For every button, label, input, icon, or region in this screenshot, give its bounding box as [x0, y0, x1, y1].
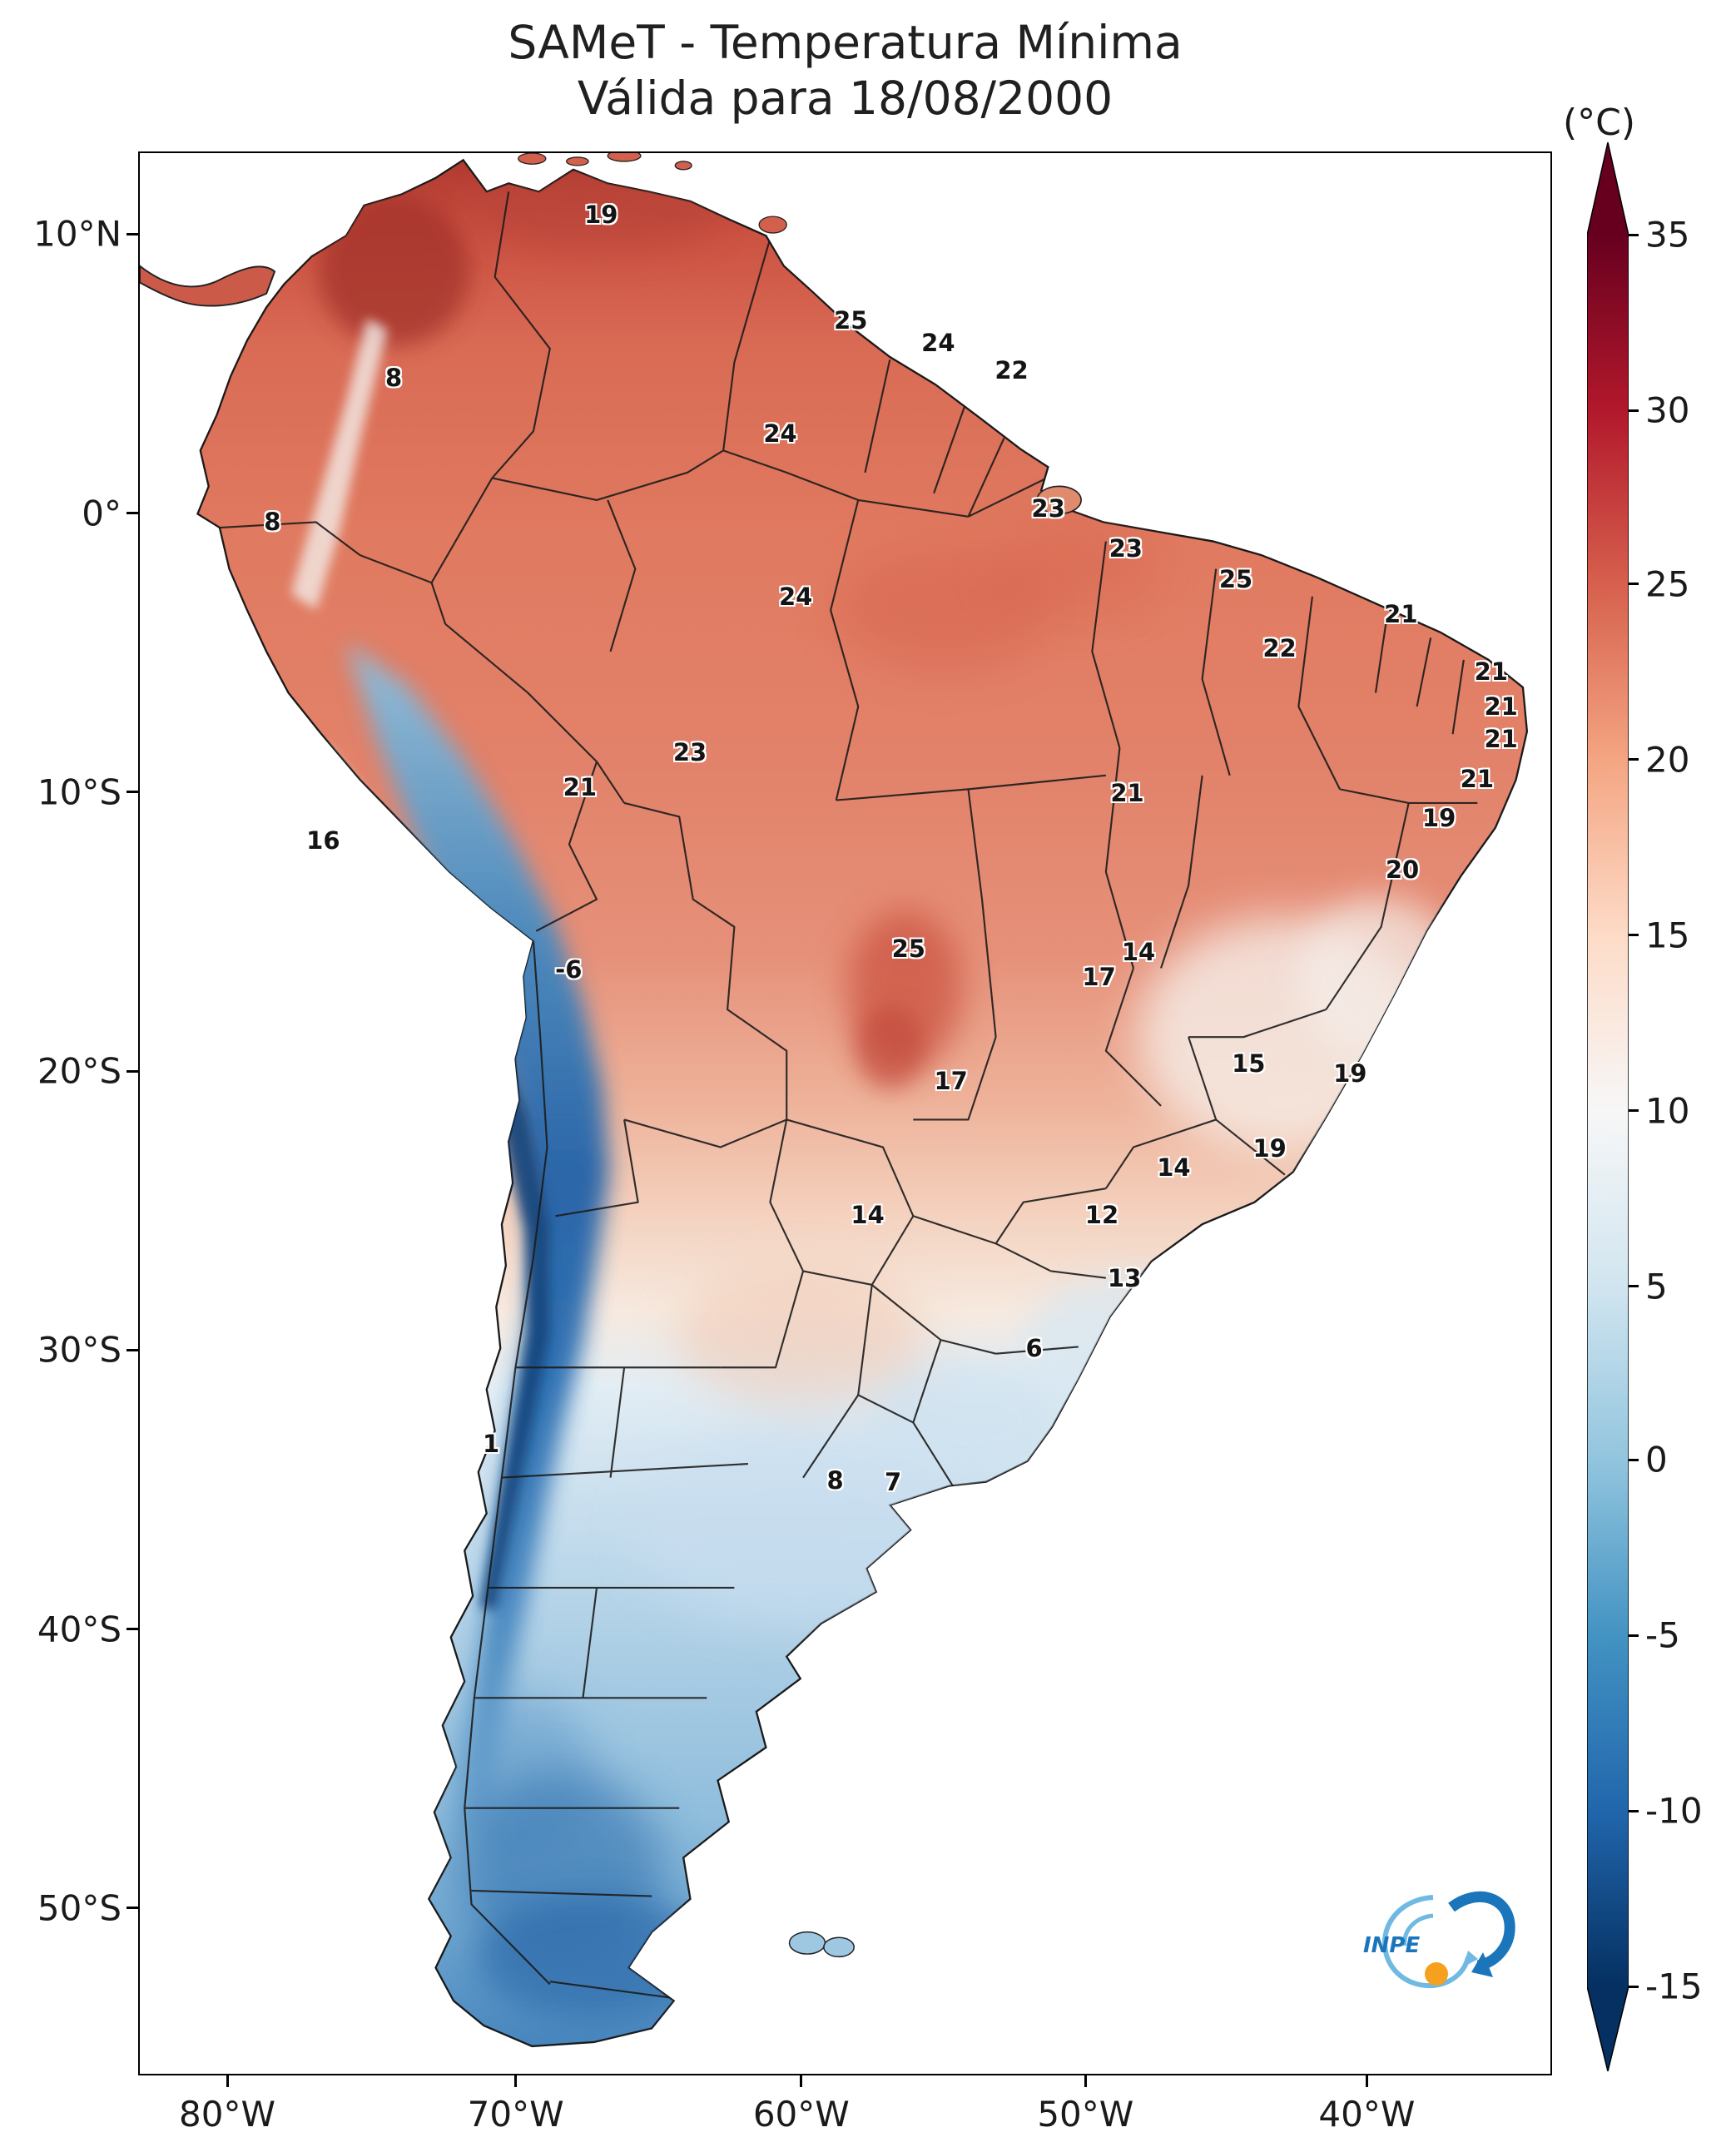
latitude-tick-mark — [126, 1907, 138, 1910]
marajo-island — [1036, 485, 1082, 515]
political-boundaries — [219, 191, 1478, 2000]
colorbar-tick-mark — [1629, 1285, 1639, 1288]
colorbar-tick-mark — [1629, 758, 1639, 761]
logo-text: INPE — [1363, 1933, 1420, 1958]
colorbar-tick-mark — [1629, 1458, 1639, 1461]
colorbar-tick-mark — [1629, 1985, 1639, 1988]
logo-swirl-arrowhead — [1462, 1950, 1478, 1967]
colorbar-tick-label: 10 — [1645, 1090, 1690, 1132]
colorbar-unit-label: (°C) — [1563, 102, 1636, 144]
logo-orange-dot — [1424, 1961, 1448, 1986]
longitude-tick-mark — [1365, 2075, 1368, 2087]
colorbar-tick-mark — [1629, 1109, 1639, 1113]
logo-swirl-inner — [1402, 1913, 1434, 1946]
colorbar-tick-label: -10 — [1645, 1790, 1703, 1832]
longitude-tick-mark — [514, 2075, 518, 2087]
colorbar-tick-mark — [1629, 233, 1639, 236]
colorbar-tick-label: 15 — [1645, 915, 1690, 956]
map-plot-area: 19 25 24 22 8 24 23 8 23 25 24 21 22 21 21 21 23 21 21 21 19… — [138, 151, 1552, 2075]
chart-title-line1: SAMeT - Temperatura Mínima — [508, 16, 1183, 69]
latitude-tick-mark — [126, 512, 138, 515]
colorbar-tick-label: 25 — [1645, 563, 1690, 605]
latitude-tick-label: 40°S — [37, 1609, 122, 1650]
longitude-tick-mark — [226, 2075, 229, 2087]
colorbar-tick-label: -5 — [1645, 1614, 1680, 1656]
south-america-map — [140, 153, 1529, 2048]
latitude-tick-mark — [126, 1069, 138, 1073]
colorbar-tick-label: 0 — [1645, 1439, 1668, 1480]
latitude-tick-label: 0° — [82, 493, 122, 534]
panama-landmass — [140, 265, 276, 307]
latitude-tick-mark — [126, 791, 138, 794]
colorbar-tick-label: 30 — [1645, 389, 1690, 431]
longitude-tick-mark — [800, 2075, 803, 2087]
latitude-tick-label: 10°N — [33, 213, 122, 255]
falkland-islands — [788, 1931, 855, 1958]
chart-title-line2: Válida para 18/08/2000 — [577, 72, 1114, 126]
colorbar-tick-mark — [1629, 934, 1639, 937]
latitude-tick-mark — [126, 1348, 138, 1351]
longitude-tick-mark — [1084, 2075, 1087, 2087]
latitude-tick-label: 30°S — [37, 1329, 122, 1371]
chart-title: SAMeT - Temperatura Mínima Válida para 1… — [138, 15, 1552, 126]
longitude-tick-label: 40°W — [1318, 2094, 1416, 2135]
colorbar-tick-mark — [1629, 1634, 1639, 1637]
latitude-tick-mark — [126, 232, 138, 236]
longitude-tick-label: 60°W — [752, 2094, 850, 2135]
colorbar-tick-mark — [1629, 409, 1639, 412]
colorbar-tick-mark — [1629, 583, 1639, 586]
colorbar-tick-label: -15 — [1645, 1966, 1703, 2007]
logo-swirl-outer — [1381, 1894, 1471, 1988]
longitude-tick-label: 80°W — [179, 2094, 276, 2135]
logo-blue-arrow — [1447, 1891, 1515, 1971]
colorbar-arrow-shape — [1587, 142, 1629, 2071]
latitude-tick-label: 20°S — [37, 1050, 122, 1092]
longitude-tick-label: 50°W — [1037, 2094, 1134, 2135]
colorbar-tick-label: 35 — [1645, 214, 1690, 255]
colorbar-tick-mark — [1629, 1809, 1639, 1812]
caribbean-islands — [518, 153, 787, 234]
colorbar — [1587, 142, 1629, 2071]
colorbar-tick-label: 20 — [1645, 739, 1690, 781]
latitude-tick-label: 50°S — [37, 1887, 122, 1929]
inpe-logo: INPE — [1363, 1891, 1515, 1988]
latitude-tick-label: 10°S — [37, 771, 122, 813]
latitude-tick-mark — [126, 1628, 138, 1631]
colorbar-tick-label: 5 — [1645, 1266, 1668, 1307]
logo-blue-arrowhead — [1471, 1951, 1493, 1977]
longitude-tick-label: 70°W — [467, 2094, 564, 2135]
